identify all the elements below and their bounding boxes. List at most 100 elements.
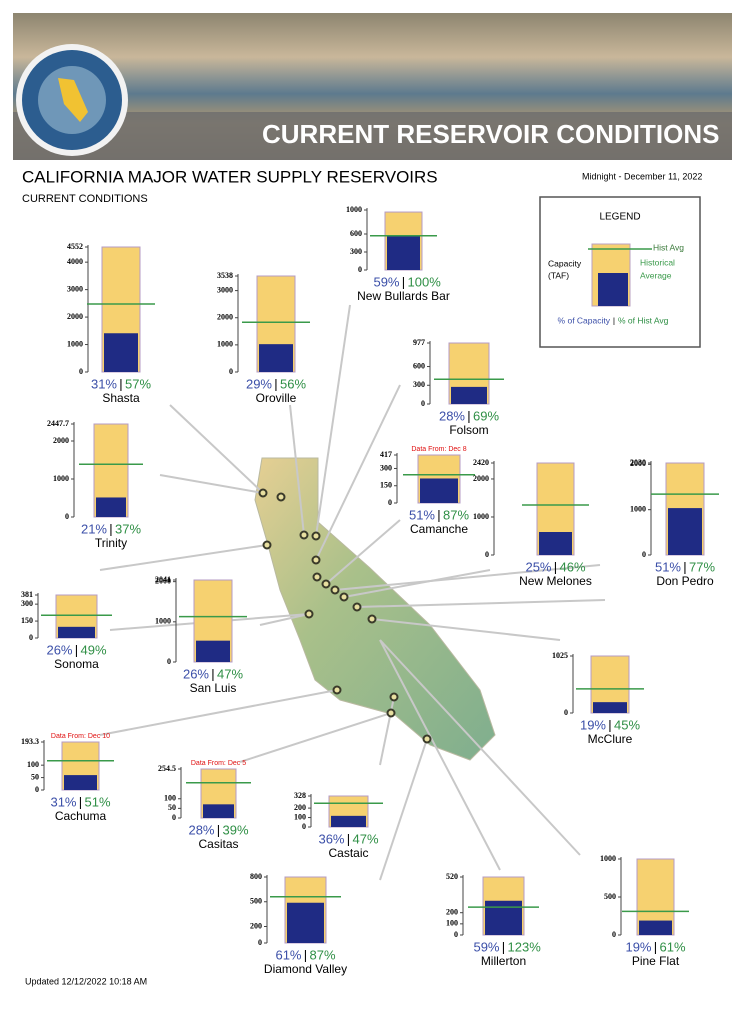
- pct-hist-avg: 69%: [473, 408, 499, 423]
- y-tick-label: 300: [380, 463, 392, 472]
- legend-hist-avg: Hist Avg: [653, 242, 684, 252]
- separator: |: [437, 507, 440, 522]
- y-tick-label: 100: [294, 812, 306, 821]
- pct-capacity: 59%: [473, 939, 499, 954]
- page-title: CALIFORNIA MAJOR WATER SUPPLY RESERVOIRS: [22, 167, 438, 186]
- y-tick-label: 328: [294, 791, 306, 800]
- legend-separator: |: [613, 315, 615, 325]
- reservoir-name: Castaic: [328, 846, 368, 860]
- y-tick-label: 3000: [217, 285, 233, 294]
- y-tick-label: 0: [29, 633, 33, 642]
- y-tick-label: 300: [350, 247, 362, 256]
- y-tick-label: 2000: [217, 313, 233, 322]
- y-tick-label: 800: [250, 872, 262, 881]
- reservoir-chart: 0 1000 2000 3000 3538 29% | 56%Oroville: [217, 271, 310, 405]
- reservoir-name: McClure: [588, 732, 633, 746]
- y-tick-label: 150: [21, 616, 33, 625]
- reservoir-name: Shasta: [102, 391, 140, 405]
- pct-capacity: 28%: [188, 822, 214, 837]
- y-tick-label: 0: [167, 657, 171, 666]
- y-tick-label: 0: [65, 512, 69, 521]
- y-tick-label: 2041: [155, 575, 171, 584]
- pct-hist-avg: 47%: [353, 831, 379, 846]
- data-note: Data From: Dec 8: [411, 446, 466, 453]
- legend-capacity: Capacity: [548, 258, 582, 268]
- reservoir-chart: 0 200 500 800 61% | 87%Diamond Valley: [250, 872, 347, 976]
- reservoir-chart: 0 500 1000 19% | 61%Pine Flat: [600, 854, 689, 968]
- reservoir-name: New Melones: [519, 574, 592, 588]
- y-tick-label: 0: [79, 367, 83, 376]
- reservoir-chart: 0 1000 2000 3000 4000 4552 31% | 57%Shasta: [67, 242, 155, 405]
- reservoir-name: Pine Flat: [632, 954, 680, 968]
- reservoir-name: Diamond Valley: [264, 962, 347, 976]
- reservoir-name: Casitas: [198, 837, 238, 851]
- reservoir-name: Sonoma: [54, 657, 99, 671]
- pct-hist-avg: 37%: [115, 521, 141, 536]
- y-tick-label: 200: [250, 921, 262, 930]
- y-tick-label: 1000: [217, 340, 233, 349]
- y-tick-label: 4000: [67, 257, 83, 266]
- storage-bar: [668, 508, 702, 555]
- y-tick-label: 0: [302, 822, 306, 831]
- y-tick-label: 381: [21, 590, 33, 599]
- y-tick-label: 0: [358, 265, 362, 274]
- separator: |: [119, 376, 122, 391]
- pct-capacity: 61%: [275, 947, 301, 962]
- pct-hist-avg: 45%: [614, 717, 640, 732]
- storage-bar: [387, 235, 420, 270]
- y-tick-label: 520: [446, 872, 458, 881]
- separator: |: [554, 559, 557, 574]
- y-tick-label: 4552: [67, 242, 83, 251]
- legend-pct-capacity: % of Capacity: [558, 315, 611, 325]
- y-tick-label: 417: [380, 450, 392, 459]
- y-tick-label: 1000: [600, 854, 616, 863]
- y-tick-label: 500: [250, 897, 262, 906]
- separator: |: [502, 939, 505, 954]
- pct-hist-avg: 49%: [81, 642, 107, 657]
- y-tick-label: 2000: [53, 436, 69, 445]
- y-tick-label: 2420: [473, 458, 489, 467]
- storage-bar: [539, 532, 572, 555]
- reservoir-chart: 0 100 200 520 59% | 123%Millerton: [446, 872, 541, 968]
- legend-historical-average: Historical: [640, 257, 675, 267]
- separator: |: [402, 274, 405, 289]
- pct-hist-avg: 123%: [508, 939, 542, 954]
- banner-title: CURRENT RESERVOIR CONDITIONS: [262, 119, 719, 149]
- subtitle: CURRENT CONDITIONS: [22, 193, 148, 205]
- reservoir-name: Camanche: [410, 522, 468, 536]
- reservoir-chart: 0 50 100 193.3 31% | 51%Cachuma Data From: Dec …: [21, 733, 114, 823]
- y-tick-label: 200: [294, 803, 306, 812]
- y-tick-label: 1000: [473, 512, 489, 521]
- reservoir-chart: 0 300 600 1000 59% | 100%New Bullards Bar: [346, 205, 450, 303]
- y-tick-label: 0: [564, 708, 568, 717]
- y-tick-label: 600: [350, 229, 362, 238]
- map: [99, 304, 606, 881]
- y-tick-label: 1000: [630, 505, 646, 514]
- storage-bar: [331, 815, 366, 827]
- storage-bar: [196, 640, 230, 662]
- reservoir-chart: 0 150 300 417 51% | 87%Camanche Data From: Dec …: [380, 446, 475, 536]
- storage-bar: [639, 920, 672, 935]
- storage-bar: [104, 333, 138, 372]
- legend-capacity: (TAF): [548, 270, 569, 280]
- pct-capacity: 51%: [409, 507, 435, 522]
- y-tick-label: 200: [446, 908, 458, 917]
- y-tick-label: 0: [35, 785, 39, 794]
- pct-capacity: 28%: [439, 408, 465, 423]
- legend-historical-average: Average: [640, 270, 672, 280]
- separator: |: [683, 559, 686, 574]
- y-tick-label: 254.5: [158, 764, 176, 773]
- storage-bar: [451, 386, 487, 404]
- separator: |: [217, 822, 220, 837]
- pct-capacity: 36%: [318, 831, 344, 846]
- storage-bar: [259, 344, 293, 372]
- y-tick-label: 600: [413, 361, 425, 370]
- pct-hist-avg: 100%: [408, 274, 442, 289]
- reservoir-name: New Bullards Bar: [357, 289, 450, 303]
- pct-capacity: 31%: [50, 794, 76, 809]
- separator: |: [347, 831, 350, 846]
